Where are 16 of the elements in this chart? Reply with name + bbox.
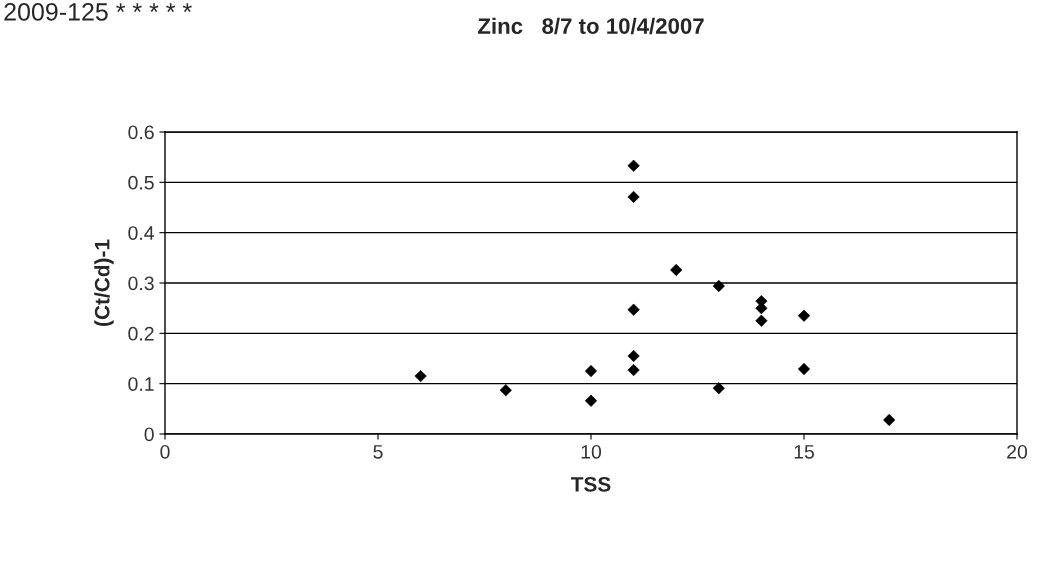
y-tick-label: 0.6 <box>128 125 154 140</box>
y-tick-label: 0.3 <box>128 276 154 291</box>
x-tick-label: 10 <box>581 444 602 459</box>
y-tick-label: 0 <box>144 427 154 442</box>
x-axis-title: TSS <box>570 476 611 492</box>
y-tick-label: 0.1 <box>128 377 154 391</box>
x-tick-label: 20 <box>1007 444 1028 459</box>
y-tick-label: 0.5 <box>128 175 154 190</box>
y-axis-title: (Ct/Cd)-1 <box>94 239 114 326</box>
text: 2009-125 * * * * * <box>4 3 192 21</box>
y-tick-label: 0.2 <box>128 326 154 341</box>
chart-title: Zinc 8/7 to 10/4/2007 <box>478 17 704 35</box>
x-tick-label: 15 <box>794 445 814 459</box>
y-tick-label: 0.4 <box>128 226 155 240</box>
x-tick-label: 5 <box>373 445 383 459</box>
x-tick-label: 0 <box>160 444 170 459</box>
